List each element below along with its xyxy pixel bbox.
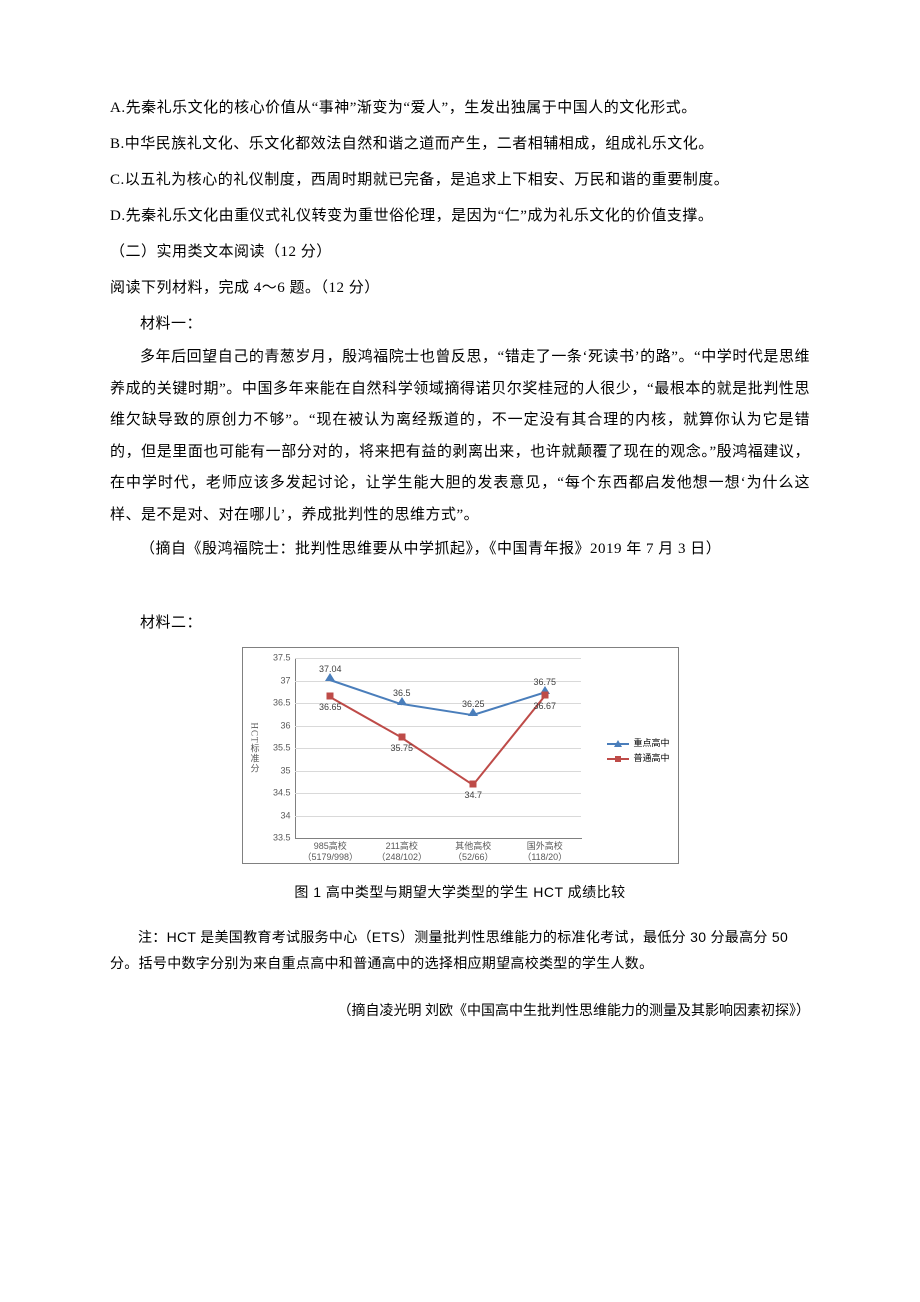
data-point-label: 34.7 [464,791,482,800]
section-header: （二）实用类文本阅读（12 分） [110,234,810,270]
y-tick-label: 35 [267,766,291,775]
material1-paragraph: 多年后回望自己的青葱岁月，殷鸿福院士也曾反思，“错走了一条‘死读书’的路”。“中… [110,342,810,531]
material2-source: （摘自凌光明 刘欧《中国高中生批判性思维能力的测量及其影响因素初探》） [110,995,810,1029]
chart-container: HCT标准分 重点高中 普通高中 33.5 34 34.5 35 35.5 36 36.5 3… [110,647,810,864]
reading-instruction: 阅读下列材料，完成 4～6 题。（12 分） [110,270,810,306]
chart-legend: 重点高中 普通高中 [607,736,669,767]
legend-line-icon [607,758,629,760]
option-c: C.以五礼为核心的礼仪制度，西周时期就已完备，是追求上下相安、万民和谐的重要制度… [110,162,810,198]
square-marker-icon [398,733,405,740]
data-point-label: 36.5 [393,689,411,698]
gridline [295,658,581,659]
chart-note: 注：HCT 是美国教育考试服务中心（ETS）测量批判性思维能力的标准化考试，最低… [110,924,810,977]
material1-label: 材料一： [110,306,810,342]
gridline [295,816,581,817]
triangle-marker-icon [325,673,335,681]
legend-label: 重点高中 [633,736,669,751]
data-point-label: 35.75 [390,744,413,753]
y-axis-title: HCT标准分 [250,723,259,774]
document-page: A.先秦礼乐文化的核心价值从“事神”渐变为“爱人”，生发出独属于中国人的文化形式… [0,0,920,1302]
x-tick-label: 985高校（5179/998） [295,841,365,863]
square-marker-icon [327,693,334,700]
y-tick-label: 34 [267,811,291,820]
option-b: B.中华民族礼文化、乐文化都效法自然和谐之道而产生，二者相辅相成，组成礼乐文化。 [110,126,810,162]
x-tick-label: 211高校（248/102） [367,841,437,863]
data-point-label: 37.04 [319,665,342,674]
y-tick-label: 36 [267,721,291,730]
square-marker-icon [541,692,548,699]
triangle-marker-icon [397,697,407,705]
y-tick-label: 37 [267,676,291,685]
square-marker-icon [615,756,621,762]
y-tick-label: 35.5 [267,744,291,753]
legend-item: 重点高中 [607,736,669,751]
x-tick-label: 其他高校（52/66） [438,841,508,863]
spacer [110,567,810,605]
hct-line-chart: HCT标准分 重点高中 普通高中 33.5 34 34.5 35 35.5 36 36.5 3… [242,647,679,864]
option-d: D.先秦礼乐文化由重仪式礼仪转变为重世俗伦理，是因为“仁”成为礼乐文化的价值支撑… [110,198,810,234]
gridline [295,726,581,727]
chart-caption: 图 1 高中类型与期望大学类型的学生 HCT 成绩比较 [110,876,810,910]
legend-label: 普通高中 [633,751,669,766]
y-tick-label: 37.5 [267,654,291,663]
gridline [295,793,581,794]
y-tick-label: 36.5 [267,699,291,708]
data-point-label: 36.65 [319,703,342,712]
data-point-label: 36.25 [462,700,485,709]
triangle-marker-icon [468,708,478,716]
legend-item: 普通高中 [607,751,669,766]
material2-label: 材料二： [110,605,810,641]
material1-source: （摘自《殷鸿福院士：批判性思维要从中学抓起》，《中国青年报》2019 年 7 月… [110,531,810,567]
y-tick-label: 33.5 [267,834,291,843]
y-tick-label: 34.5 [267,789,291,798]
x-tick-label: 国外高校（118/20） [510,841,580,863]
data-point-label: 36.75 [533,678,556,687]
legend-line-icon [607,743,629,745]
triangle-marker-icon [614,740,622,747]
gridline [295,748,581,749]
data-point-label: 36.67 [533,702,556,711]
square-marker-icon [470,781,477,788]
option-a: A.先秦礼乐文化的核心价值从“事神”渐变为“爱人”，生发出独属于中国人的文化形式… [110,90,810,126]
gridline [295,771,581,772]
